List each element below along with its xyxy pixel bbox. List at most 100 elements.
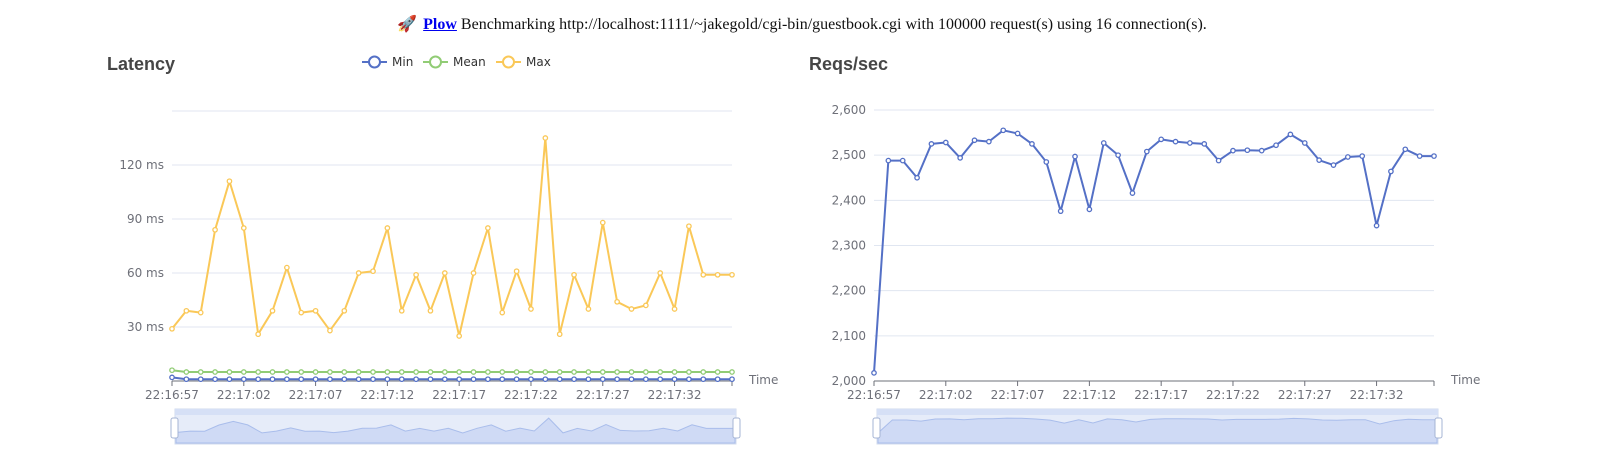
latency-series-mean-point[interactable] (169, 367, 175, 374)
reqs-series-main-point[interactable] (899, 157, 906, 164)
reqs-series-main-point[interactable] (1072, 153, 1078, 160)
latency-series-mean-point[interactable] (197, 369, 204, 375)
reqs-series-main-point[interactable] (1344, 154, 1351, 160)
latency-series-mean-point[interactable] (341, 369, 348, 375)
latency-series-max-point[interactable] (370, 268, 376, 275)
latency-series-mean-point[interactable] (556, 369, 563, 375)
latency-series-min-point[interactable] (700, 376, 707, 383)
latency-series-mean-point[interactable] (456, 369, 463, 375)
reqs-series-main-point[interactable] (1230, 147, 1236, 154)
latency-series-min-point[interactable] (255, 376, 262, 383)
latency-series-mean-point[interactable] (729, 369, 735, 375)
latency-series-max-point[interactable] (456, 333, 463, 339)
latency-zoom-left-handle[interactable] (170, 417, 179, 439)
latency-series-min-point[interactable] (212, 376, 218, 383)
reqs-series-main-point[interactable] (1316, 157, 1322, 163)
latency-series-mean-point[interactable] (269, 369, 276, 375)
reqs-series-main-point[interactable] (1373, 222, 1380, 229)
latency-series-min-point[interactable] (470, 376, 477, 383)
latency-series-min-point[interactable] (269, 376, 276, 383)
latency-series-max-point[interactable] (327, 327, 333, 334)
latency-series-mean-point[interactable] (528, 369, 534, 375)
latency-series-min-point[interactable] (341, 376, 348, 383)
reqs-series-main-point[interactable] (1201, 141, 1208, 147)
reqs-series-main-point[interactable] (1359, 153, 1366, 159)
latency-series-max-point[interactable] (169, 325, 175, 332)
latency-series-min-point[interactable] (413, 376, 419, 383)
latency-series-min-point[interactable] (686, 376, 692, 383)
latency-series-mean-point[interactable] (413, 369, 419, 375)
reqs-series-main-point[interactable] (1129, 190, 1136, 196)
latency-series-min-point[interactable] (384, 376, 391, 383)
latency-series-min-point[interactable] (226, 376, 233, 383)
reqs-zoom-left-handle[interactable] (872, 417, 881, 439)
latency-series-max-point[interactable] (513, 268, 520, 275)
latency-series-mean-point[interactable] (714, 369, 721, 375)
reqs-series-main-point[interactable] (1043, 159, 1050, 165)
latency-series-mean-point[interactable] (327, 369, 333, 375)
latency-series-min-point[interactable] (197, 376, 204, 383)
reqs-series-main-point[interactable] (871, 370, 877, 376)
latency-series-min-point[interactable] (513, 376, 520, 383)
latency-series-min-point[interactable] (183, 376, 190, 383)
latency-series-min-point[interactable] (499, 376, 506, 383)
latency-series-mean-point[interactable] (384, 369, 391, 375)
latency-series-mean-point[interactable] (298, 369, 305, 375)
reqs-zoom-bar[interactable] (877, 409, 1438, 415)
latency-series-max-point[interactable] (729, 271, 735, 278)
latency-series-min-point[interactable] (398, 376, 405, 383)
latency-series-max-point[interactable] (671, 306, 678, 312)
latency-series-max-point[interactable] (384, 225, 391, 231)
reqs-series-main-point[interactable] (914, 174, 920, 181)
latency-datazoom[interactable] (170, 408, 741, 445)
latency-series-mean-point[interactable] (485, 369, 491, 375)
reqs-zoom-right-handle[interactable] (1434, 417, 1443, 439)
legend-item-max[interactable]: Max (496, 55, 551, 69)
reqs-series-main-point[interactable] (1215, 157, 1222, 164)
reqs-datazoom[interactable] (872, 408, 1443, 445)
latency-series-min-point[interactable] (628, 376, 635, 383)
latency-series-min-point[interactable] (240, 376, 247, 383)
reqs-series-main-point[interactable] (1014, 130, 1021, 137)
reqs-series-main-point[interactable] (971, 137, 978, 144)
latency-series-min-point[interactable] (298, 376, 305, 383)
latency-series-mean-point[interactable] (398, 369, 405, 375)
latency-series-mean-point[interactable] (585, 369, 592, 375)
latency-series-mean-point[interactable] (700, 369, 707, 375)
latency-series-mean-point[interactable] (255, 369, 262, 375)
latency-series-max-point[interactable] (398, 307, 405, 314)
latency-series-max-point[interactable] (528, 306, 534, 312)
latency-series-max-point[interactable] (700, 271, 707, 278)
latency-series-min-point[interactable] (312, 376, 319, 383)
latency-series-min-point[interactable] (642, 376, 649, 383)
latency-series-max-point[interactable] (212, 226, 218, 233)
legend-item-mean[interactable]: Mean (423, 55, 486, 69)
latency-series-mean-point[interactable] (657, 369, 664, 375)
latency-series-max-point[interactable] (226, 178, 233, 185)
latency-series-max-point[interactable] (470, 270, 477, 276)
latency-series-min-point[interactable] (327, 376, 333, 383)
latency-series-mean-point[interactable] (427, 369, 434, 375)
latency-series-max-point[interactable] (240, 225, 247, 231)
latency-series-mean-point[interactable] (513, 369, 520, 375)
latency-series-min-point[interactable] (456, 376, 463, 383)
latency-series-max-point[interactable] (614, 298, 620, 305)
reqs-series-main-point[interactable] (1273, 142, 1279, 149)
reqs-series-main-point[interactable] (1402, 146, 1409, 153)
latency-series-max-point[interactable] (499, 309, 506, 316)
reqs-series-main-point[interactable] (1172, 138, 1179, 145)
latency-series-max-point[interactable] (542, 135, 549, 141)
latency-series-max-point[interactable] (183, 307, 190, 314)
latency-series-max-point[interactable] (284, 264, 290, 271)
latency-series-mean-point[interactable] (284, 369, 290, 375)
latency-series-max-point[interactable] (642, 302, 649, 309)
latency-series-mean-point[interactable] (441, 369, 448, 375)
reqs-series-main-point[interactable] (986, 138, 992, 145)
latency-series-min-point[interactable] (528, 376, 534, 383)
reqs-series-main-point[interactable] (1100, 140, 1107, 146)
reqs-series-main-point[interactable] (1330, 162, 1337, 168)
latency-series-min-point[interactable] (556, 376, 563, 383)
latency-series-mean-point[interactable] (571, 369, 577, 375)
latency-zoom-bar[interactable] (175, 409, 736, 415)
latency-series-mean-point[interactable] (183, 369, 190, 375)
